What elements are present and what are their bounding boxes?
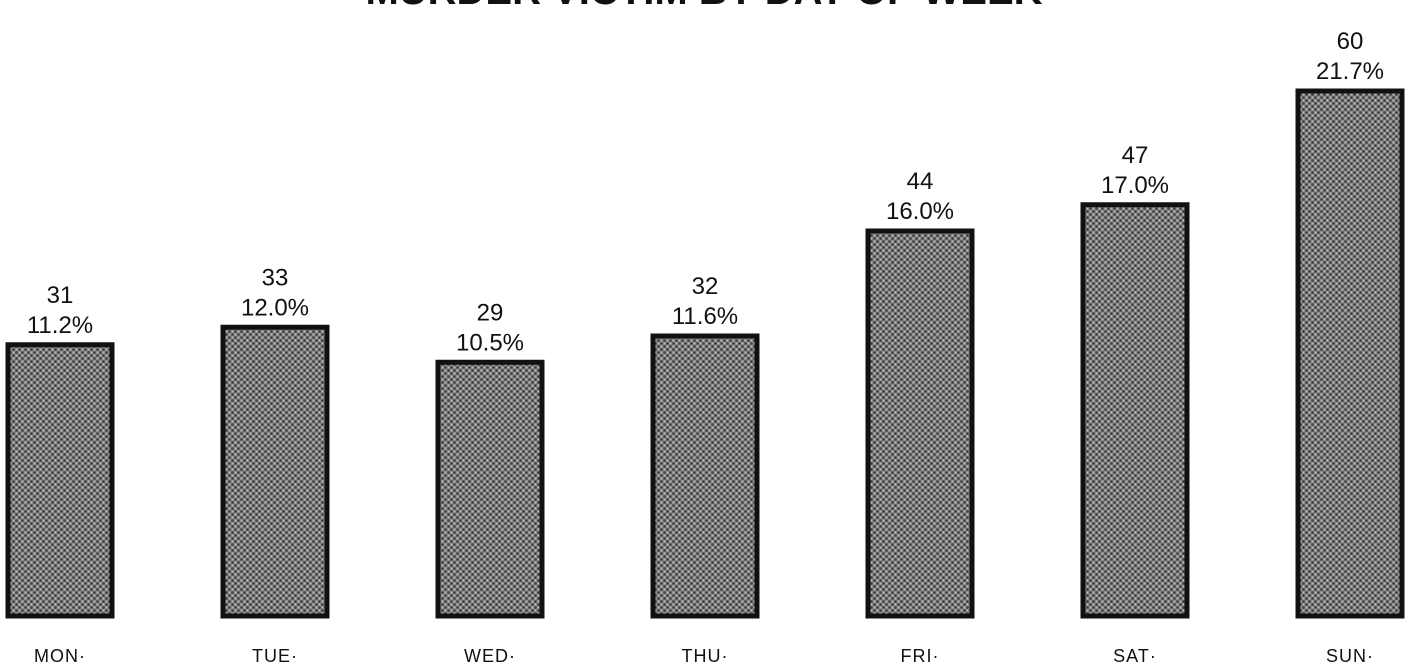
category-label-fri: FRI·	[901, 646, 940, 666]
category-label-thu: THU·	[682, 646, 729, 666]
category-label-wed: WED·	[464, 646, 516, 666]
percent-label-wed: 10.5%	[456, 329, 524, 356]
percent-label-sat: 17.0%	[1101, 172, 1169, 199]
bar-mon	[5, 342, 115, 619]
value-label-sun: 60	[1337, 28, 1364, 55]
percent-label-sun: 21.7%	[1316, 58, 1384, 85]
bar-sat	[1080, 202, 1190, 619]
value-label-fri: 44	[907, 168, 934, 195]
percent-label-tue: 12.0%	[241, 294, 309, 321]
percent-label-mon: 11.2%	[27, 312, 93, 339]
value-label-wed: 29	[477, 299, 504, 326]
labels-layer: 31 11.2% MON· 33 12.0% TUE· 29 10.5% WED· 32 11.6%…	[27, 28, 1384, 666]
chart-title: MURDER VICTIM BY DAY OF WEEK	[365, 0, 1042, 13]
category-label-tue: TUE·	[252, 646, 298, 666]
bar-tue	[220, 324, 330, 619]
category-label-sat: SAT·	[1113, 646, 1157, 666]
value-label-thu: 32	[692, 273, 719, 300]
category-label-mon: MON·	[34, 646, 86, 666]
value-label-sat: 47	[1122, 142, 1149, 169]
value-label-mon: 31	[47, 282, 74, 309]
value-label-tue: 33	[262, 264, 289, 291]
bar-thu	[650, 333, 760, 619]
bar-fri	[865, 228, 975, 619]
bar-wed	[435, 359, 545, 619]
category-label-sun: SUN·	[1326, 646, 1374, 666]
bars-layer	[5, 88, 1405, 619]
percent-label-fri: 16.0%	[886, 198, 954, 225]
percent-label-thu: 11.6%	[672, 303, 738, 330]
bar-sun	[1295, 88, 1405, 619]
